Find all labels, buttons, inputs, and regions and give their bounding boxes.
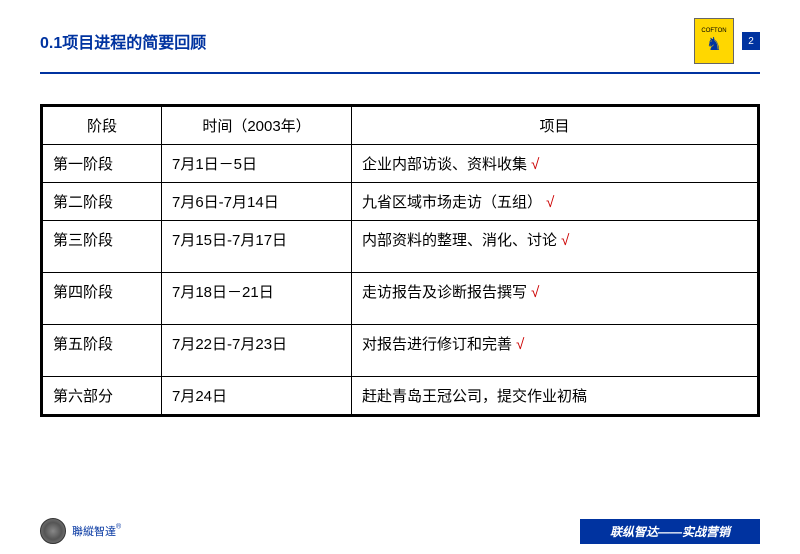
checkmark-icon: √ <box>531 284 539 301</box>
footer-left: 聯縱智達® <box>40 518 121 544</box>
table-row: 第六部分7月24日赶赴青岛王冠公司，提交作业初稿 <box>42 377 759 416</box>
cell-project: 走访报告及诊断报告撰写 √ <box>352 273 759 325</box>
footer-brand: 聯縱智達 <box>72 526 116 538</box>
footer-logo-icon <box>40 518 66 544</box>
col-header-time: 时间（2003年） <box>162 106 352 145</box>
cell-stage: 第二阶段 <box>42 183 162 221</box>
cell-project: 对报告进行修订和完善 √ <box>352 325 759 377</box>
cell-stage: 第四阶段 <box>42 273 162 325</box>
cell-time: 7月24日 <box>162 377 352 416</box>
cell-time: 7月22日-7月23日 <box>162 325 352 377</box>
cell-time: 7月18日－21日 <box>162 273 352 325</box>
logo-icon: ♞ <box>706 34 722 55</box>
cell-project: 赶赴青岛王冠公司，提交作业初稿 <box>352 377 759 416</box>
cell-time: 7月15日-7月17日 <box>162 221 352 273</box>
page-title: 0.1项目进程的简要回顾 <box>40 29 206 53</box>
table-row: 第二阶段7月6日-7月14日九省区域市场走访（五组） √ <box>42 183 759 221</box>
footer-sup: ® <box>116 524 121 531</box>
cell-project: 内部资料的整理、消化、讨论 √ <box>352 221 759 273</box>
col-header-stage: 阶段 <box>42 106 162 145</box>
checkmark-icon: √ <box>546 194 554 211</box>
header-right: COFTON ♞ 2 <box>694 18 760 64</box>
footer-tagline: 联纵智达——实战营销 <box>580 519 760 544</box>
cofton-logo: COFTON ♞ <box>694 18 734 64</box>
cell-stage: 第一阶段 <box>42 145 162 183</box>
table-row: 第四阶段7月18日－21日走访报告及诊断报告撰写 √ <box>42 273 759 325</box>
col-header-project: 项目 <box>352 106 759 145</box>
checkmark-icon: √ <box>531 156 539 173</box>
page-number: 2 <box>742 32 760 50</box>
cell-time: 7月6日-7月14日 <box>162 183 352 221</box>
cell-project: 企业内部访谈、资料收集 √ <box>352 145 759 183</box>
table-row: 第五阶段7月22日-7月23日对报告进行修订和完善 √ <box>42 325 759 377</box>
project-schedule-table: 阶段 时间（2003年） 项目 第一阶段7月1日－5日企业内部访谈、资料收集 √… <box>40 104 760 417</box>
checkmark-icon: √ <box>516 336 524 353</box>
checkmark-icon: √ <box>561 232 569 249</box>
cell-stage: 第三阶段 <box>42 221 162 273</box>
cell-project: 九省区域市场走访（五组） √ <box>352 183 759 221</box>
table-row: 第一阶段7月1日－5日企业内部访谈、资料收集 √ <box>42 145 759 183</box>
table-row: 第三阶段7月15日-7月17日内部资料的整理、消化、讨论 √ <box>42 221 759 273</box>
header-divider <box>40 72 760 74</box>
cell-stage: 第五阶段 <box>42 325 162 377</box>
table-header-row: 阶段 时间（2003年） 项目 <box>42 106 759 145</box>
footer: 聯縱智達® 联纵智达——实战营销 <box>0 518 800 544</box>
cell-time: 7月1日－5日 <box>162 145 352 183</box>
cell-stage: 第六部分 <box>42 377 162 416</box>
